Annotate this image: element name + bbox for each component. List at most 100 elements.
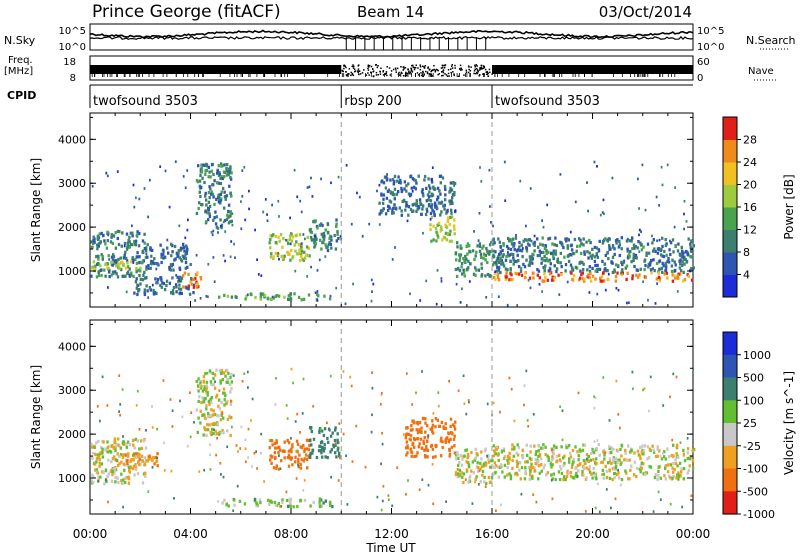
echo-cell — [660, 266, 663, 270]
echo-cell — [220, 197, 223, 201]
echo-cell — [603, 212, 605, 216]
echo-cell — [634, 253, 638, 257]
echo-cell — [407, 213, 410, 217]
echo-cell — [479, 480, 482, 484]
echo-cell — [430, 180, 434, 184]
echo-cell — [686, 451, 689, 455]
echo-cell — [664, 261, 667, 265]
echo-cell — [131, 224, 133, 228]
echo-cell — [580, 272, 583, 277]
echo-cell — [380, 211, 383, 215]
echo-cell — [368, 222, 371, 226]
echo-cell — [219, 462, 222, 465]
echo-cell — [587, 467, 591, 472]
echo-cell — [187, 287, 190, 291]
echo-cell — [472, 471, 475, 475]
echo-cell — [418, 429, 421, 434]
echo-cell — [209, 187, 212, 191]
echo-cell — [625, 277, 628, 281]
echo-cell — [652, 258, 655, 262]
echo-cell — [211, 233, 214, 237]
echo-cell — [211, 427, 214, 431]
echo-cell — [91, 473, 94, 477]
echo-cell — [119, 453, 123, 457]
echo-cell — [171, 425, 174, 428]
echo-cell — [90, 442, 93, 446]
echo-cell — [210, 400, 213, 404]
echo-cell — [430, 205, 433, 209]
echo-cell — [432, 502, 435, 506]
echo-cell — [680, 470, 683, 474]
echo-cell — [457, 463, 460, 468]
echo-cell — [150, 259, 153, 263]
echo-cell — [611, 255, 615, 259]
echo-cell — [262, 210, 265, 214]
echo-cell — [555, 270, 558, 274]
echo-cell — [602, 376, 605, 379]
echo-cell — [617, 458, 620, 462]
echo-cell — [309, 504, 312, 508]
echo-cell — [199, 277, 203, 281]
echo-cell — [334, 247, 338, 251]
echo-cell — [220, 368, 223, 373]
echo-cell — [625, 239, 629, 243]
echo-cell — [111, 241, 115, 245]
echo-cell — [246, 370, 249, 374]
echo-cell — [624, 448, 627, 452]
echo-cell — [314, 291, 317, 294]
echo-cell — [405, 453, 408, 457]
freq-dot — [476, 65, 478, 67]
echo-cell — [127, 452, 130, 456]
echo-cell — [92, 235, 95, 239]
echo-cell — [144, 474, 147, 478]
echo-cell — [391, 258, 394, 261]
echo-cell — [196, 282, 199, 286]
echo-cell — [640, 243, 643, 247]
echo-cell — [101, 470, 104, 474]
echo-cell — [118, 462, 121, 466]
echo-cell — [615, 464, 618, 468]
echo-cell — [431, 463, 434, 466]
echo-cell — [96, 468, 99, 471]
echo-cell — [668, 474, 671, 478]
echo-cell — [315, 455, 319, 460]
freq-dot — [363, 69, 365, 71]
echo-cell — [281, 498, 284, 502]
freq-dot — [425, 70, 427, 73]
echo-cell — [113, 455, 116, 459]
echo-cell — [635, 256, 638, 260]
echo-cell — [589, 272, 592, 276]
echo-cell — [269, 454, 272, 458]
echo-cell — [477, 239, 480, 242]
echo-cell — [456, 241, 459, 245]
echo-cell — [182, 175, 185, 178]
echo-cell — [305, 438, 309, 442]
freq-dot — [357, 68, 360, 70]
echo-cell — [322, 231, 326, 236]
echo-cell — [107, 233, 110, 237]
echo-cell — [381, 431, 383, 435]
echo-cell — [210, 383, 213, 387]
freq-dot — [385, 72, 387, 75]
echo-cell — [405, 372, 408, 375]
echo-cell — [143, 232, 146, 236]
echo-cell — [128, 470, 132, 474]
freq-dot — [367, 65, 370, 67]
echo-cell — [142, 273, 145, 277]
echo-cell — [598, 510, 601, 514]
echo-cell — [331, 431, 334, 435]
echo-cell — [671, 476, 674, 480]
echo-cell — [134, 280, 138, 284]
echo-cell — [441, 445, 444, 450]
echo-cell — [558, 293, 561, 296]
echo-cell — [606, 476, 608, 479]
echo-cell — [553, 243, 556, 247]
echo-cell — [666, 259, 669, 263]
echo-cell — [260, 432, 263, 436]
echo-cell — [575, 471, 578, 475]
echo-cell — [643, 444, 647, 448]
echo-cell — [665, 271, 669, 275]
echo-cell — [444, 193, 447, 197]
time-axis: 00:00 04:00 08:00 12:00 16:00 20:00 00:00 — [73, 527, 711, 541]
echo-cell — [467, 266, 470, 270]
